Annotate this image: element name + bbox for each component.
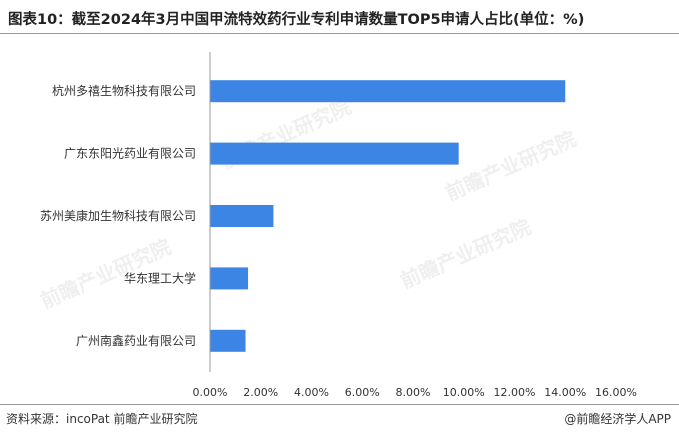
category-label-5: 广州南鑫药业有限公司 (76, 333, 196, 348)
bar-chart: 杭州多禧生物科技有限公司广东东阳光药业有限公司苏州美康加生物科技有限公司华东理工… (40, 52, 637, 399)
chart-title: 图表10：截至2024年3月中国甲流特效药行业专利申请数量TOP5申请人占比(单… (8, 12, 585, 28)
category-label-2: 广东东阳光药业有限公司 (64, 147, 196, 161)
x-tick-label-6: 10.00% (443, 386, 485, 399)
bar-2 (210, 142, 459, 165)
title-divider (0, 33, 679, 34)
x-tick-label-7: 12.00% (494, 386, 536, 399)
bar-1 (210, 80, 566, 103)
x-tick-label-2: 2.00% (243, 386, 278, 399)
category-label-3: 苏州美康加生物科技有限公司 (40, 208, 196, 223)
x-tick-label-5: 8.00% (396, 386, 431, 399)
x-tick-label-1: 0.00% (193, 386, 228, 399)
x-tick-label-8: 14.00% (544, 386, 586, 399)
footer-divider (0, 404, 679, 405)
category-label-4: 华东理工大学 (124, 270, 196, 285)
category-label-1: 杭州多禧生物科技有限公司 (52, 83, 196, 98)
source-note: 资料来源：incoPat 前瞻产业研究院 (6, 412, 198, 426)
x-tick-label-9: 16.00% (595, 386, 637, 399)
bar-4 (210, 267, 249, 290)
x-tick-label-4: 6.00% (345, 386, 380, 399)
x-tick-label-3: 4.00% (294, 386, 329, 399)
bar-3 (210, 205, 274, 227)
bar-5 (210, 329, 246, 352)
brand-note: @前瞻经济学人APP (564, 412, 671, 426)
